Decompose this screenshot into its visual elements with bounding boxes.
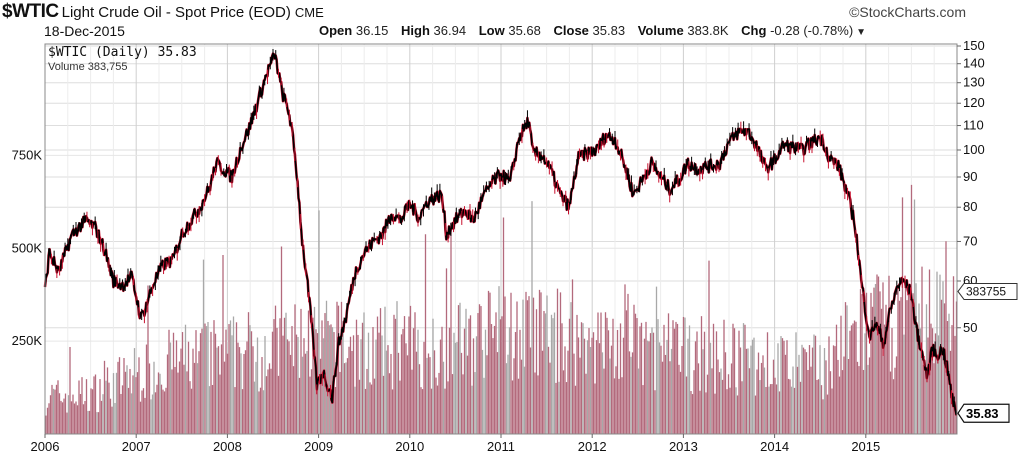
copyright-icon: © bbox=[849, 4, 860, 20]
brand-label: StockCharts.com bbox=[859, 4, 966, 20]
date-tick-label: 2008 bbox=[213, 439, 242, 454]
price-tick-label: 100 bbox=[963, 142, 985, 157]
high-value: 36.94 bbox=[433, 23, 467, 38]
last-value-labels: 383755 35.83 bbox=[957, 282, 1018, 423]
brand[interactable]: ©StockCharts.com bbox=[849, 4, 966, 20]
low-label: Low bbox=[478, 23, 505, 38]
date-tick-label: 2015 bbox=[851, 439, 880, 454]
volume-value: 383.8K bbox=[687, 23, 729, 38]
price-tick-label: 80 bbox=[963, 199, 977, 214]
date-tick-label: 2013 bbox=[669, 439, 698, 454]
close-value: 35.83 bbox=[592, 23, 626, 38]
price-tick-label: 130 bbox=[963, 75, 985, 90]
volume-tick-label: 250K bbox=[12, 333, 43, 348]
exchange: CME bbox=[294, 5, 324, 20]
low-value: 35.68 bbox=[508, 23, 541, 38]
legend: $WTIC (Daily) 35.83 Volume 383,755 bbox=[48, 45, 197, 73]
date-tick-label: 2007 bbox=[122, 439, 151, 454]
volume-tick-label: 500K bbox=[12, 240, 43, 255]
date-tick-label: 2010 bbox=[395, 439, 424, 454]
chart-header: $WTIC Light Crude Oil - Spot Price (EOD) C… bbox=[0, 0, 1024, 44]
price-tick-label: 90 bbox=[963, 169, 977, 184]
price-last-badge bbox=[957, 403, 1010, 423]
volume-bars bbox=[45, 184, 958, 434]
volume-label: Volume bbox=[637, 23, 684, 38]
volume-tick-label: 750K bbox=[12, 147, 43, 162]
open-label: Open bbox=[319, 23, 353, 38]
date-tick-label: 2006 bbox=[31, 439, 60, 454]
price-tick-label: 50 bbox=[963, 320, 977, 335]
volume-last-badge bbox=[957, 282, 1018, 300]
volume-last-value: 383755 bbox=[966, 284, 1006, 298]
symbol: $WTIC bbox=[2, 1, 59, 22]
triangle-down-icon: ▼ bbox=[856, 27, 867, 38]
date-tick-label: 2011 bbox=[487, 439, 515, 454]
high-label: High bbox=[401, 23, 430, 38]
price-last-value: 35.83 bbox=[966, 406, 999, 421]
date-axis: 2006 2007 2008 2009 2010 2011 2012 2013 2014 2015 bbox=[31, 434, 880, 454]
volume-legend-label: Volume 383,755 bbox=[48, 61, 128, 73]
quote-summary: Open 36.15 High 36.94 Low 35.68 Close 35… bbox=[310, 23, 866, 38]
grid bbox=[44, 44, 957, 434]
price-tick-label: 140 bbox=[963, 56, 985, 71]
date-tick-label: 2014 bbox=[760, 439, 789, 454]
chart-title: $WTIC Light Crude Oil - Spot Price (EOD) C… bbox=[2, 1, 324, 23]
open-value: 36.15 bbox=[355, 23, 389, 38]
price-tick-label: 120 bbox=[963, 95, 985, 110]
price-tick-label: 70 bbox=[963, 233, 977, 248]
chg-value: -0.28 (-0.78%) bbox=[770, 23, 854, 38]
close-label: Close bbox=[553, 23, 589, 38]
price-legend-label: $WTIC (Daily) 35.83 bbox=[48, 45, 197, 60]
price-line bbox=[44, 52, 958, 416]
volume-axis: 750K 500K 250K bbox=[12, 147, 43, 348]
description: Light Crude Oil - Spot Price (EOD) bbox=[61, 4, 291, 21]
date-tick-label: 2012 bbox=[578, 439, 607, 454]
price-series bbox=[43, 49, 959, 422]
price-tick-label: 150 bbox=[963, 38, 985, 53]
date-tick-label: 2009 bbox=[304, 439, 333, 454]
quote-date: 18-Dec-2015 bbox=[44, 23, 125, 39]
chg-label: Chg bbox=[741, 23, 767, 38]
price-tick-label: 110 bbox=[963, 118, 984, 133]
